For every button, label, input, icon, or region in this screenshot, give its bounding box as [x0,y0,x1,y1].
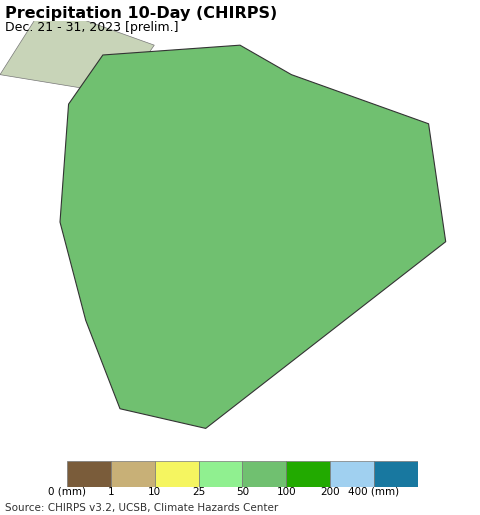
Polygon shape [0,21,154,94]
Text: Dec. 21 - 31, 2023 [prelim.]: Dec. 21 - 31, 2023 [prelim.] [5,21,178,33]
Text: 100: 100 [276,487,296,496]
Text: Precipitation 10-Day (CHIRPS): Precipitation 10-Day (CHIRPS) [5,6,277,21]
Text: Source: CHIRPS v3.2, UCSB, Climate Hazards Center: Source: CHIRPS v3.2, UCSB, Climate Hazar… [5,503,278,513]
Bar [199,461,242,487]
Text: 0 (mm): 0 (mm) [48,487,86,496]
Bar [286,461,330,487]
Bar [242,461,286,487]
Text: 10: 10 [148,487,161,496]
Text: 200: 200 [320,487,340,496]
Text: 400 (mm): 400 (mm) [348,487,399,496]
Bar [155,461,199,487]
Text: 1: 1 [108,487,114,496]
Bar [111,461,155,487]
Text: 50: 50 [236,487,249,496]
Polygon shape [60,45,446,428]
Bar [67,461,111,487]
Text: 25: 25 [192,487,205,496]
Bar [374,461,418,487]
Bar [330,461,374,487]
